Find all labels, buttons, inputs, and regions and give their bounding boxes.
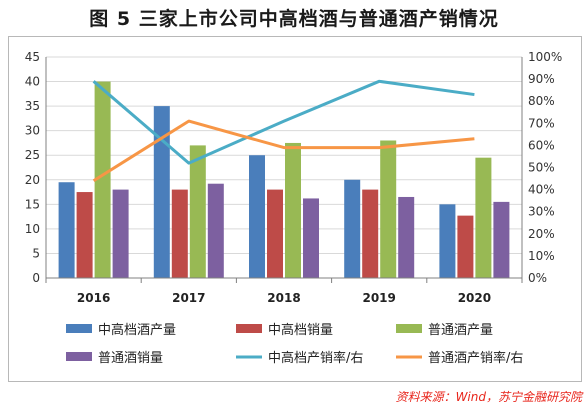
y-left-tick-label: 10 xyxy=(25,222,40,236)
y-left-tick-label: 20 xyxy=(25,173,40,187)
bar xyxy=(380,140,397,278)
bar xyxy=(58,182,75,278)
bar xyxy=(249,155,265,278)
y-right-tick-label: 60% xyxy=(528,138,555,152)
y-right-tick-label: 80% xyxy=(528,94,555,108)
chart-title: 图 5 三家上市公司中高档酒与普通酒产销情况 xyxy=(89,8,499,30)
chart-frame xyxy=(8,36,582,382)
y-right-tick-label: 10% xyxy=(528,249,555,263)
y-right-tick-label: 50% xyxy=(528,161,555,175)
series-line xyxy=(92,119,475,183)
x-tick-label: 2020 xyxy=(458,291,491,305)
bar xyxy=(76,192,93,278)
series-line xyxy=(92,79,475,165)
bar xyxy=(94,81,111,278)
line-series xyxy=(92,79,475,183)
bar xyxy=(457,215,474,278)
y-left-tick-label: 30 xyxy=(25,124,40,138)
legend-label: 中高档销量 xyxy=(268,322,333,338)
x-tick-label: 2016 xyxy=(77,291,110,305)
bar xyxy=(362,189,379,278)
y-right-tick-label: 30% xyxy=(528,205,555,219)
y-left-tick-label: 45 xyxy=(25,50,40,64)
legend-label: 中高档产销率/右 xyxy=(268,350,363,366)
y-left-tick-label: 40 xyxy=(25,75,40,89)
bars xyxy=(58,81,510,278)
legend-swatch xyxy=(66,324,92,333)
y-right-tick-label: 70% xyxy=(528,116,555,130)
y-left-tick-label: 0 xyxy=(32,271,40,285)
legend-swatch xyxy=(236,324,262,333)
bar xyxy=(112,189,129,278)
bar xyxy=(303,198,319,278)
legend-label: 普通酒产量 xyxy=(428,323,493,338)
y-left-tick-label: 25 xyxy=(25,148,40,162)
bar xyxy=(171,189,188,278)
y-right-tick-label: 20% xyxy=(528,227,555,241)
legend-swatch xyxy=(396,324,422,333)
bar xyxy=(493,201,510,278)
y-left-tick-label: 35 xyxy=(25,99,40,113)
bar xyxy=(475,157,492,278)
y-right-tick-label: 90% xyxy=(528,72,555,86)
bar xyxy=(189,145,206,278)
bar xyxy=(285,142,301,278)
bar xyxy=(344,179,361,278)
legend-swatch xyxy=(66,352,92,361)
bar xyxy=(153,106,170,278)
x-tick-label: 2019 xyxy=(362,291,395,305)
legend-label: 中高档酒产量 xyxy=(98,322,176,338)
y-right-tick-label: 40% xyxy=(528,183,555,197)
legend-label: 普通酒销量 xyxy=(98,351,163,366)
axes: 0 5 10 15 20 25 30 35 40 45 0% 10% 20% 30% 40% 50% 60% 70… xyxy=(25,50,563,305)
x-tick-label: 2017 xyxy=(172,291,205,305)
bar xyxy=(207,183,224,278)
bar xyxy=(398,196,415,278)
legend-label: 普通酒产销率/右 xyxy=(428,350,523,366)
y-left-tick-label: 15 xyxy=(25,197,40,211)
y-left-tick-label: 5 xyxy=(32,246,40,260)
x-tick-label: 2018 xyxy=(267,291,300,305)
bar xyxy=(267,189,283,278)
y-right-tick-label: 100% xyxy=(528,50,562,64)
bar xyxy=(439,204,456,278)
source-note: 资料来源：Wind，苏宁金融研究院 xyxy=(395,390,582,404)
y-right-tick-label: 0% xyxy=(528,271,547,285)
